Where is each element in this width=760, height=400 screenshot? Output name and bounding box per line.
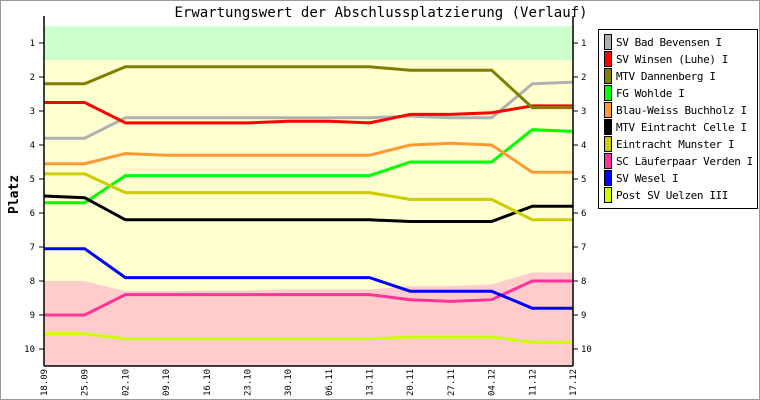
legend-swatch xyxy=(604,119,612,135)
legend-swatch xyxy=(604,187,612,203)
x-tick-label: 11.12 xyxy=(528,369,538,396)
series-line-8 xyxy=(44,247,573,310)
x-tick-label: 06.11 xyxy=(325,369,335,396)
y-tick-label-right: 2 xyxy=(581,73,586,83)
legend-item: Blau-Weiss Buchholz I xyxy=(604,102,747,118)
legend-swatch xyxy=(604,34,612,50)
y-tick-label-right: 10 xyxy=(581,345,592,355)
legend-item: FG Wohlde I xyxy=(604,85,685,101)
legend-item: SV Bad Bevensen I xyxy=(604,34,722,50)
series-line-6 xyxy=(44,172,573,222)
legend-label: Post SV Uelzen III xyxy=(616,188,729,202)
x-tick-label: 18.09 xyxy=(40,369,50,396)
x-tick-label: 13.11 xyxy=(366,369,376,396)
y-tick-label-left: 8 xyxy=(30,277,35,287)
series-line-3 xyxy=(44,128,574,205)
chart-title: Erwartungswert der Abschlussplatzierung … xyxy=(174,5,588,21)
x-tick-label: 25.09 xyxy=(81,369,91,396)
x-tick-label: 09.10 xyxy=(162,369,172,396)
y-tick-label-left: 1 xyxy=(30,39,35,49)
legend-item: SV Winsen (Luhe) I xyxy=(604,51,728,67)
legend-swatch xyxy=(604,68,612,84)
legend-label: SC Läuferpaar Verden I xyxy=(616,154,753,168)
series-line-1 xyxy=(44,101,573,125)
series-line-9 xyxy=(44,332,573,344)
y-tick-label-left: 3 xyxy=(30,107,35,117)
legend: SV Bad Bevensen I SV Winsen (Luhe) I MTV D… xyxy=(598,29,758,209)
legend-label: SV Winsen (Luhe) I xyxy=(616,52,729,66)
y-tick-label-right: 5 xyxy=(581,175,586,185)
series-line-0 xyxy=(44,80,574,140)
legend-label: MTV Eintracht Celle I xyxy=(616,120,747,134)
legend-label: Eintracht Munster I xyxy=(616,137,735,151)
legend-item: MTV Eintracht Celle I xyxy=(604,119,747,135)
y-tick-label-right: 7 xyxy=(581,243,586,253)
legend-swatch xyxy=(604,85,612,101)
x-tick-label: 16.10 xyxy=(203,369,213,396)
x-tick-label: 20.11 xyxy=(406,369,416,396)
legend-item: Eintracht Munster I xyxy=(604,136,735,152)
zone-promotion xyxy=(44,26,573,60)
legend-swatch xyxy=(604,153,612,169)
y-tick-label-left: 7 xyxy=(30,243,35,253)
legend-swatch xyxy=(604,136,612,152)
legend-label: FG Wohlde I xyxy=(616,86,685,100)
y-tick-label-right: 8 xyxy=(581,277,586,287)
y-axis-label: Platz xyxy=(7,175,22,214)
y-tick-label-left: 9 xyxy=(30,311,35,321)
x-tick-label: 02.10 xyxy=(121,369,131,396)
legend-item: MTV Dannenberg I xyxy=(604,68,716,84)
series-line-7 xyxy=(44,279,573,317)
x-tick-label: 30.10 xyxy=(284,369,294,396)
legend-label: SV Wesel I xyxy=(616,171,679,185)
x-tick-label: 23.10 xyxy=(243,369,253,396)
legend-swatch xyxy=(604,102,612,118)
legend-label: Blau-Weiss Buchholz I xyxy=(616,103,747,117)
legend-item: SV Wesel I xyxy=(604,170,679,186)
x-tick-label: 04.12 xyxy=(488,369,498,396)
legend-swatch xyxy=(604,51,612,67)
y-tick-label-right: 3 xyxy=(581,107,586,117)
legend-item: Post SV Uelzen III xyxy=(604,187,728,203)
legend-label: SV Bad Bevensen I xyxy=(616,35,722,49)
legend-label: MTV Dannenberg I xyxy=(616,69,716,83)
legend-swatch xyxy=(604,170,612,186)
series-line-4 xyxy=(44,141,573,174)
x-tick-label: 27.11 xyxy=(447,369,457,396)
y-tick-label-right: 4 xyxy=(581,141,586,151)
x-tick-label: 17.12 xyxy=(569,369,579,396)
series-line-5 xyxy=(43,194,573,223)
y-tick-label-left: 4 xyxy=(30,141,35,151)
y-tick-label-left: 6 xyxy=(30,209,35,219)
y-tick-label-right: 1 xyxy=(581,39,586,49)
y-tick-label-left: 10 xyxy=(24,345,35,355)
y-tick-label-right: 9 xyxy=(581,311,586,321)
series-line-2 xyxy=(44,65,573,110)
y-tick-label-right: 6 xyxy=(581,209,586,219)
legend-item: SC Läuferpaar Verden I xyxy=(604,153,753,169)
y-tick-label-left: 2 xyxy=(30,73,35,83)
y-tick-label-left: 5 xyxy=(30,175,35,185)
